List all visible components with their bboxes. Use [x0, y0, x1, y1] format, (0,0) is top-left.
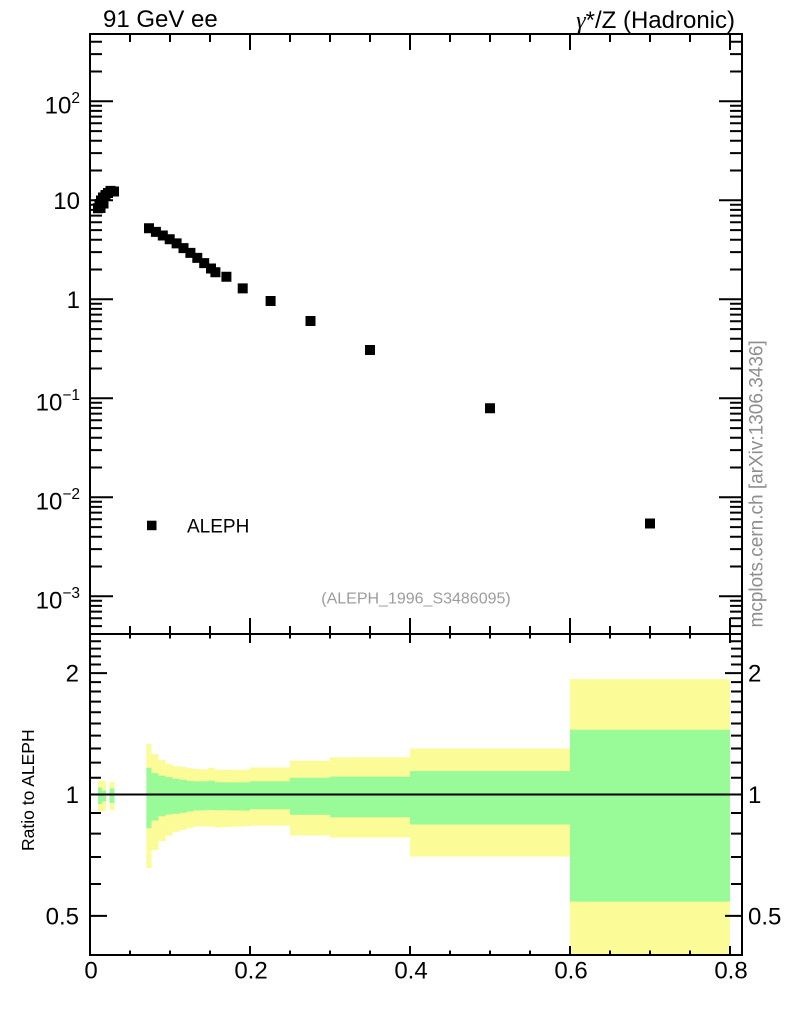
svg-text:1: 1: [66, 782, 79, 809]
svg-text:1: 1: [67, 287, 80, 314]
svg-text:2: 2: [66, 661, 79, 688]
svg-text:91 GeV ee: 91 GeV ee: [103, 6, 218, 33]
svg-text:Ratio to ALEPH: Ratio to ALEPH: [18, 729, 38, 851]
svg-text:0: 0: [84, 958, 97, 985]
svg-text:0.2: 0.2: [234, 958, 267, 985]
svg-text:0.6: 0.6: [554, 958, 587, 985]
svg-text:0.4: 0.4: [394, 958, 427, 985]
svg-text:ALEPH: ALEPH: [187, 517, 249, 538]
svg-text:10: 10: [53, 188, 80, 215]
svg-text:0.8: 0.8: [714, 958, 747, 985]
svg-text:mcplots.cern.ch [arXiv:1306.34: mcplots.cern.ch [arXiv:1306.3436]: [747, 340, 768, 627]
svg-text:1: 1: [748, 782, 761, 809]
svg-text:(ALEPH_1996_S3486095): (ALEPH_1996_S3486095): [321, 591, 510, 608]
svg-text:2: 2: [748, 661, 761, 688]
svg-text:γ*/Z (Hadronic): γ*/Z (Hadronic): [576, 7, 735, 34]
svg-text:0.5: 0.5: [748, 903, 781, 930]
svg-text:0.5: 0.5: [46, 903, 79, 930]
